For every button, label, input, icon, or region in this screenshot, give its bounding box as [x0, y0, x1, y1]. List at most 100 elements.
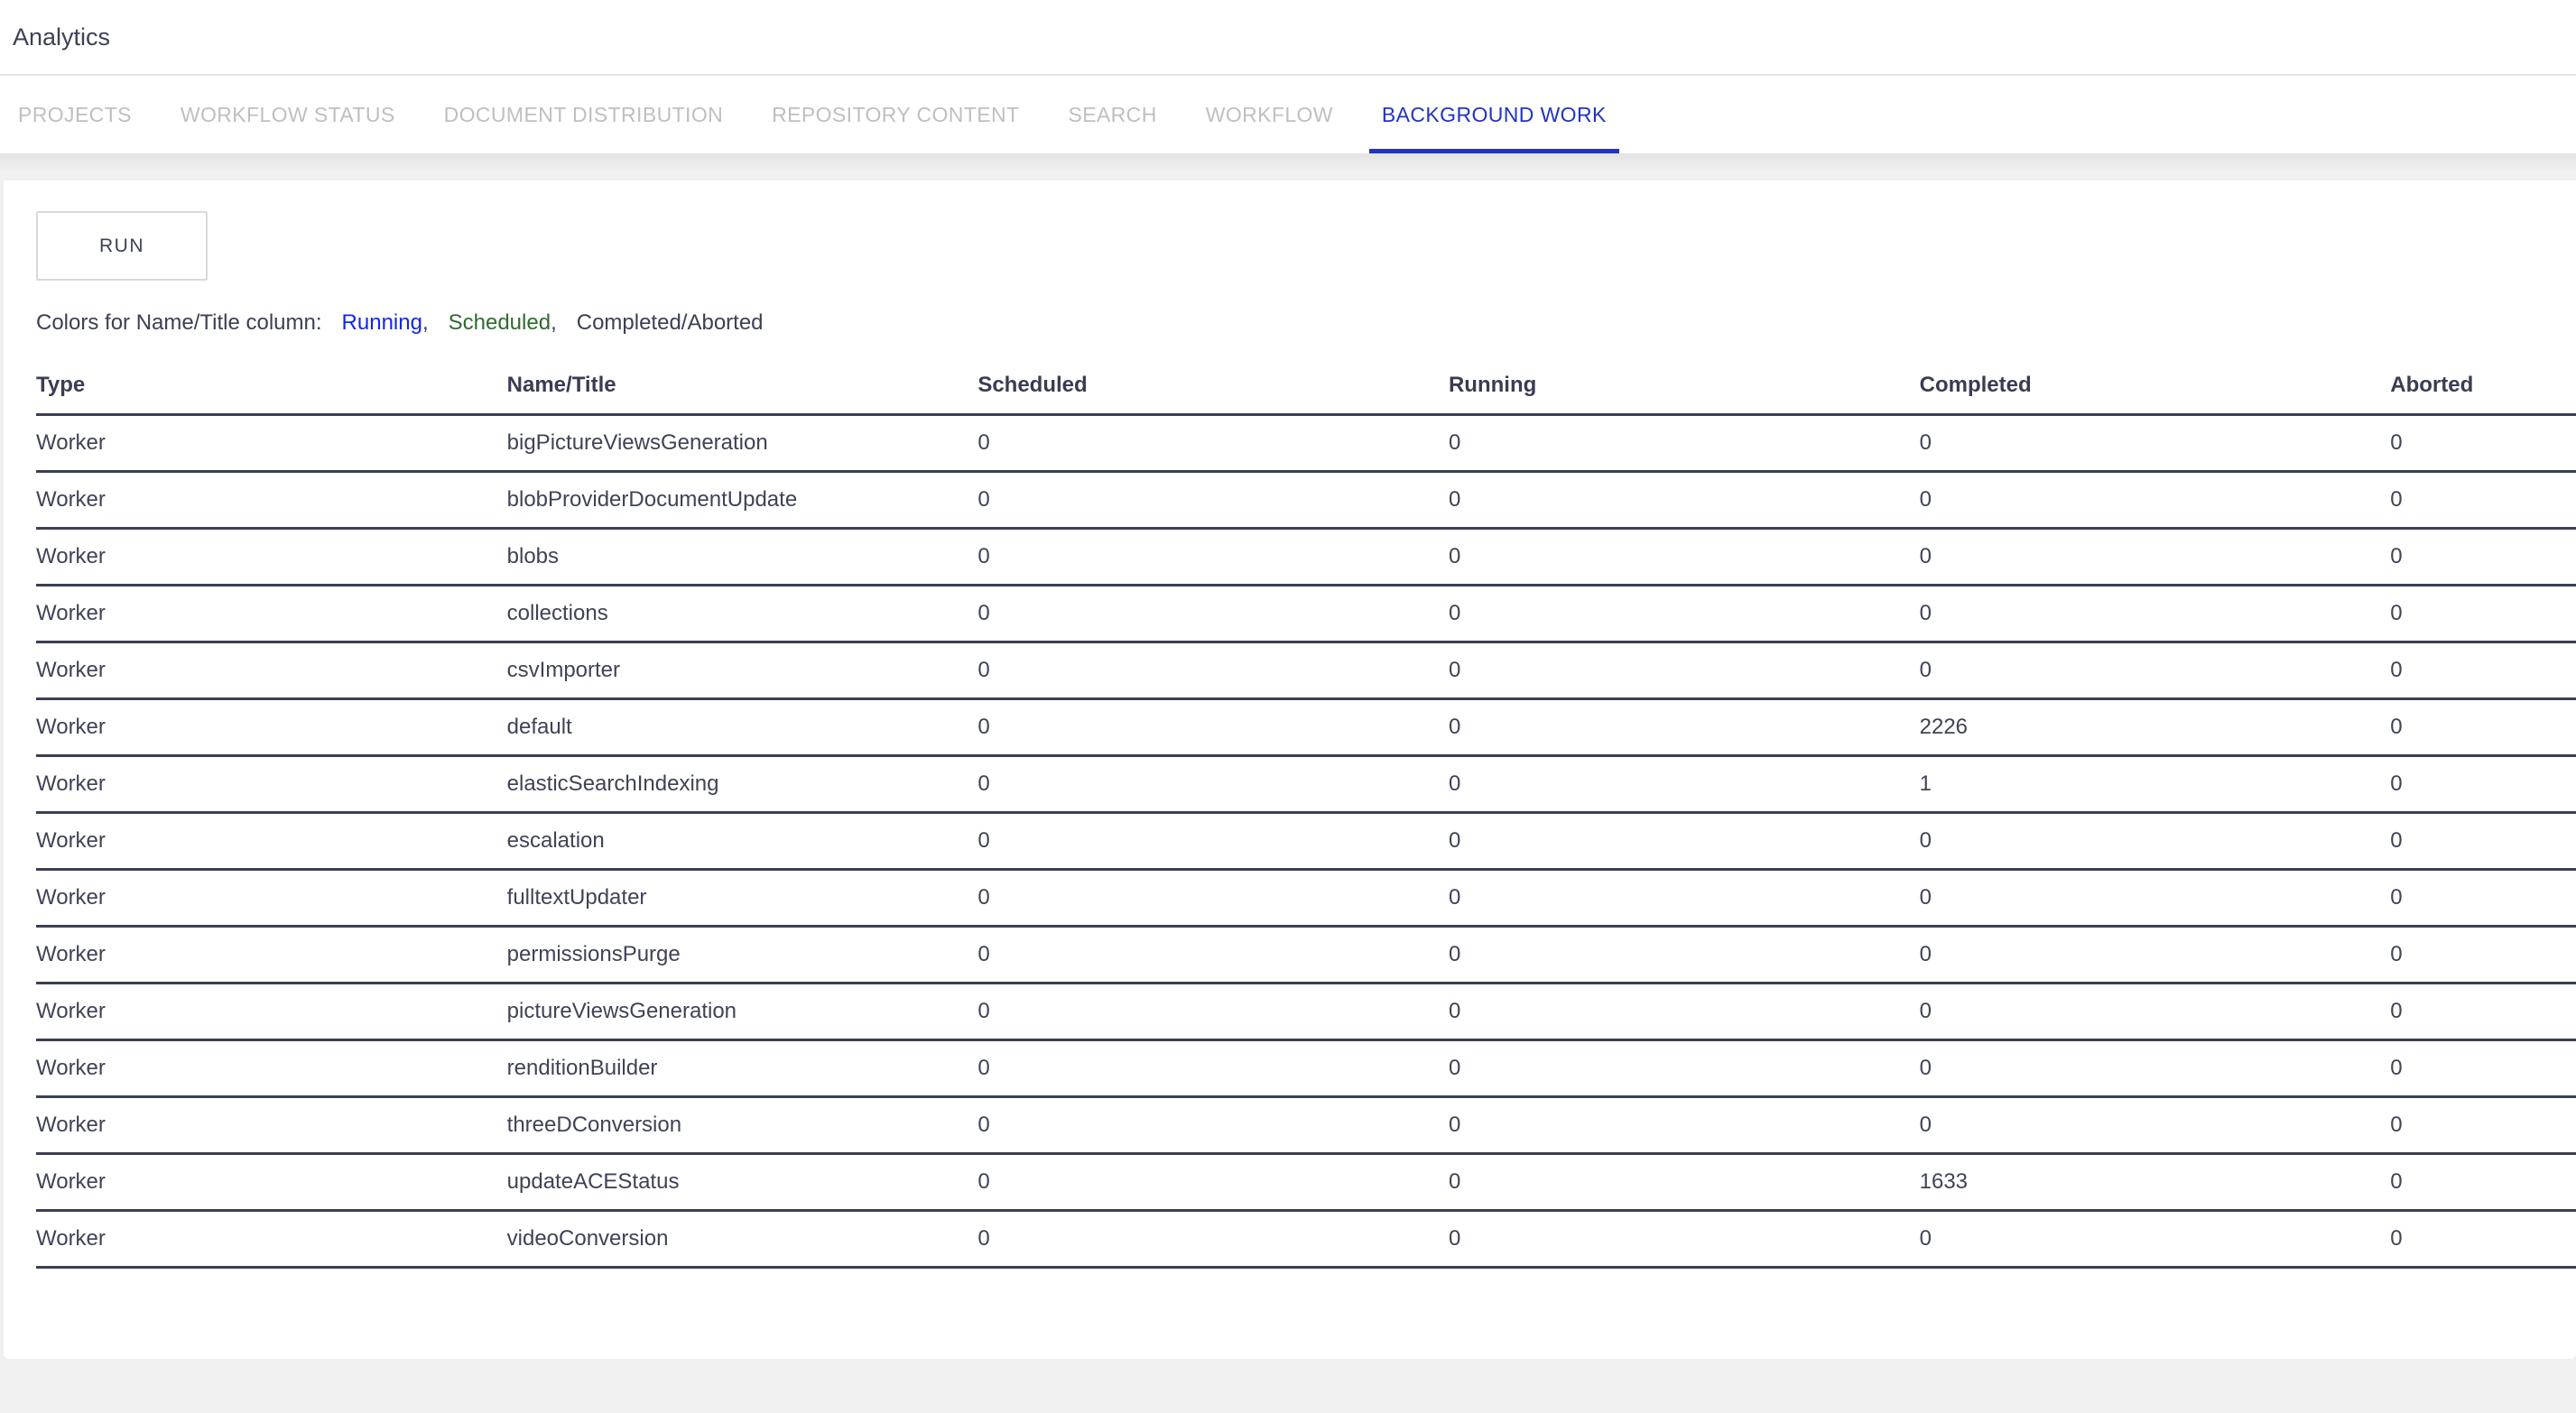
- table-row: Worker fulltextUpdater 0 0 0 0: [36, 869, 2576, 928]
- table-cell: 0: [978, 1153, 1449, 1212]
- table-cell: 0: [2390, 698, 2576, 757]
- table-cell: 0: [2390, 755, 2576, 814]
- table-cell: 1: [1919, 755, 2391, 814]
- column-header-type: Type: [36, 357, 507, 416]
- table-cell: 0: [1448, 812, 1920, 871]
- table-cell: 0: [1919, 1096, 2391, 1155]
- table-cell: 0: [978, 471, 1449, 530]
- table-cell: Worker: [36, 471, 507, 530]
- table-cell: 0: [1448, 585, 1920, 643]
- legend-label: Colors for Name/Title column:: [36, 310, 322, 335]
- table-cell: 0: [1919, 642, 2391, 700]
- table-row: Worker permissionsPurge 0 0 0 0: [36, 926, 2576, 984]
- table-row: Worker collections 0 0 0 0: [36, 585, 2576, 643]
- table-cell: 0: [1448, 983, 1920, 1041]
- table-cell: 0: [1448, 642, 1920, 700]
- table-cell: 0: [978, 869, 1449, 928]
- table-cell: 0: [2390, 1210, 2576, 1269]
- table-cell: 0: [1919, 983, 2391, 1041]
- table-cell: 0: [978, 983, 1449, 1041]
- table-row: Worker blobs 0 0 0 0: [36, 528, 2576, 586]
- legend-running: Running: [341, 310, 422, 335]
- tab-projects[interactable]: PROJECTS: [18, 102, 132, 126]
- table-cell: 0: [1919, 528, 2391, 586]
- table-cell: 0: [1448, 698, 1920, 757]
- table-cell: 0: [1448, 1153, 1920, 1212]
- table-row: Worker renditionBuilder 0 0 0 0: [36, 1039, 2576, 1098]
- tab-search[interactable]: SEARCH: [1068, 102, 1157, 126]
- table-cell: 0: [1448, 869, 1920, 928]
- table-cell: 0: [978, 585, 1449, 643]
- table-cell: 0: [978, 642, 1449, 700]
- tab-workflow[interactable]: WORKFLOW: [1205, 102, 1333, 126]
- table-cell: Worker: [36, 869, 507, 928]
- table-cell: 0: [1919, 471, 2391, 530]
- table-cell: 0: [2390, 1039, 2576, 1098]
- table-cell: 0: [1919, 585, 2391, 643]
- tab-repository-content[interactable]: REPOSITORY CONTENT: [772, 102, 1020, 126]
- table-cell: collections: [506, 585, 978, 643]
- table-cell: Worker: [36, 1039, 507, 1098]
- table-cell: 0: [2390, 812, 2576, 871]
- table-cell: permissionsPurge: [506, 926, 978, 984]
- table-cell: 0: [978, 1039, 1449, 1098]
- table-cell: 0: [1919, 812, 2391, 871]
- content-top-shadow: [0, 153, 2576, 180]
- table-cell: pictureViewsGeneration: [506, 983, 978, 1041]
- legend-separator: ,: [551, 310, 557, 335]
- table-cell: 0: [978, 926, 1449, 984]
- run-button[interactable]: RUN: [36, 211, 208, 281]
- table-cell: 0: [2390, 471, 2576, 530]
- table-cell: Worker: [36, 698, 507, 757]
- table-cell: 1633: [1919, 1153, 2391, 1212]
- table-cell: 0: [2390, 1153, 2576, 1212]
- table-row: Worker default 0 0 2226 0: [36, 698, 2576, 757]
- table-body: Worker bigPictureViewsGeneration 0 0 0 0 Worke…: [36, 414, 2576, 1269]
- table-cell: Worker: [36, 585, 507, 643]
- table-cell: blobProviderDocumentUpdate: [506, 471, 978, 530]
- table-cell: 0: [2390, 926, 2576, 984]
- background-work-table: Type Name/Title Scheduled Running Comple…: [36, 357, 2576, 1269]
- table-cell: 0: [2390, 983, 2576, 1041]
- table-cell: 0: [1919, 926, 2391, 984]
- table-cell: 0: [2390, 642, 2576, 700]
- tab-workflow-status[interactable]: WORKFLOW STATUS: [180, 102, 395, 126]
- table-row: Worker updateACEStatus 0 0 1633 0: [36, 1153, 2576, 1212]
- table-cell: Worker: [36, 812, 507, 871]
- table-cell: Worker: [36, 1153, 507, 1212]
- column-header-scheduled: Scheduled: [978, 357, 1449, 416]
- column-header-completed: Completed: [1919, 357, 2391, 416]
- table-row: Worker pictureViewsGeneration 0 0 0 0: [36, 983, 2576, 1041]
- table-cell: 0: [978, 414, 1449, 473]
- table-cell: escalation: [506, 812, 978, 871]
- column-header-running: Running: [1448, 357, 1920, 416]
- table-cell: updateACEStatus: [506, 1153, 978, 1212]
- table-cell: Worker: [36, 755, 507, 814]
- table-cell: videoConversion: [506, 1210, 978, 1269]
- table-cell: 0: [978, 698, 1449, 757]
- background-work-panel: RUN Colors for Name/Title column: Running…: [4, 180, 2576, 1359]
- table-cell: Worker: [36, 528, 507, 586]
- analytics-page: Analytics PROJECTS WORKFLOW STATUS DOCUM…: [0, 0, 2576, 1359]
- table-row: Worker escalation 0 0 0 0: [36, 812, 2576, 871]
- table-row: Worker bigPictureViewsGeneration 0 0 0 0: [36, 414, 2576, 473]
- table-cell: 0: [1448, 1096, 1920, 1155]
- table-cell: 0: [1448, 755, 1920, 814]
- table-cell: bigPictureViewsGeneration: [506, 414, 978, 473]
- table-cell: blobs: [506, 528, 978, 586]
- table-cell: 0: [1919, 1039, 2391, 1098]
- page-header: Analytics: [0, 0, 2576, 76]
- table-cell: 0: [2390, 1096, 2576, 1155]
- tab-background-work[interactable]: BACKGROUND WORK: [1368, 76, 1619, 153]
- table-row: Worker csvImporter 0 0 0 0: [36, 642, 2576, 700]
- table-row: Worker videoConversion 0 0 0 0: [36, 1210, 2576, 1269]
- table-cell: 0: [1919, 414, 2391, 473]
- legend-completed-aborted: Completed/Aborted: [576, 310, 764, 335]
- table-cell: csvImporter: [506, 642, 978, 700]
- table-cell: elasticSearchIndexing: [506, 755, 978, 814]
- table-cell: 0: [1448, 1039, 1920, 1098]
- table-cell: Worker: [36, 1210, 507, 1269]
- analytics-tab-bar: PROJECTS WORKFLOW STATUS DOCUMENT DISTRI…: [0, 76, 2576, 153]
- tab-document-distribution[interactable]: DOCUMENT DISTRIBUTION: [443, 102, 724, 126]
- table-cell: 0: [1919, 1210, 2391, 1269]
